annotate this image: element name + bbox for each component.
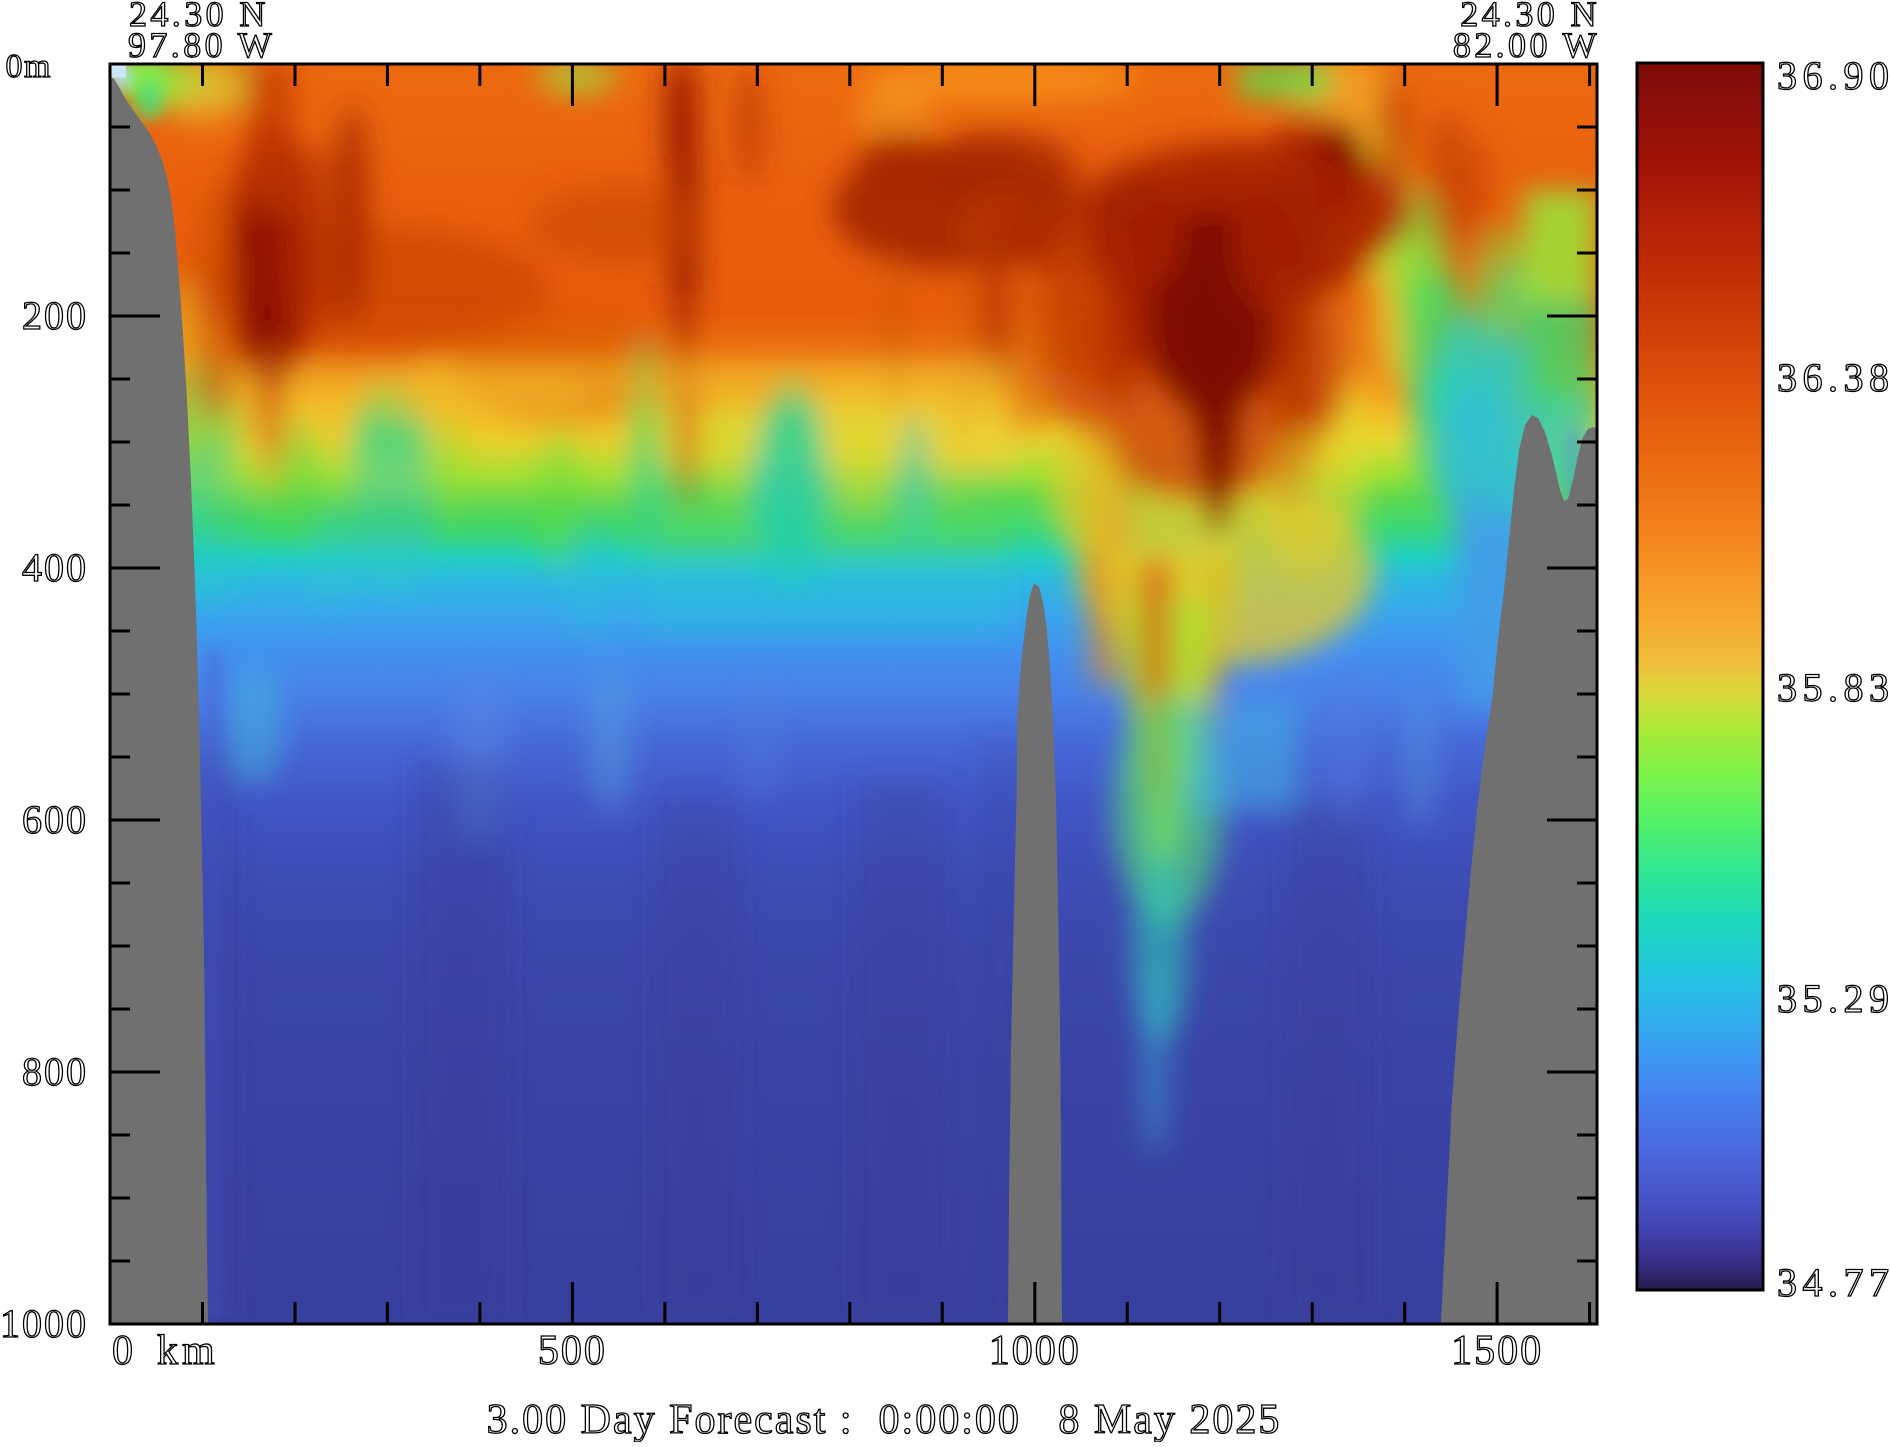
svg-text:34.77: 34.77 bbox=[1777, 1260, 1890, 1305]
svg-text:3.00 Day Forecast : 0:00:00: 3.00 Day Forecast : 0:00:00 8 May 2025 bbox=[487, 1397, 1282, 1442]
svg-text:1000: 1000 bbox=[989, 1328, 1081, 1374]
svg-text:600: 600 bbox=[22, 797, 88, 842]
svg-text:24.30 N: 24.30 N bbox=[1460, 0, 1600, 34]
svg-text:km: km bbox=[157, 1328, 219, 1374]
svg-text:82.00 W: 82.00 W bbox=[1453, 25, 1600, 65]
svg-text:0: 0 bbox=[112, 1328, 135, 1374]
svg-text:35.29: 35.29 bbox=[1777, 976, 1890, 1021]
svg-text:0m: 0m bbox=[6, 48, 52, 85]
svg-text:24.30 N: 24.30 N bbox=[129, 0, 269, 34]
svg-text:35.83: 35.83 bbox=[1777, 665, 1890, 710]
svg-text:500: 500 bbox=[538, 1328, 607, 1374]
svg-text:97.80 W: 97.80 W bbox=[128, 25, 275, 65]
svg-text:200: 200 bbox=[22, 293, 88, 338]
svg-text:400: 400 bbox=[22, 545, 88, 590]
svg-text:1000: 1000 bbox=[0, 1301, 88, 1346]
svg-text:800: 800 bbox=[22, 1049, 88, 1094]
svg-text:1500: 1500 bbox=[1451, 1328, 1543, 1374]
svg-text:36.90: 36.90 bbox=[1777, 53, 1890, 98]
svg-text:36.38: 36.38 bbox=[1777, 355, 1890, 400]
